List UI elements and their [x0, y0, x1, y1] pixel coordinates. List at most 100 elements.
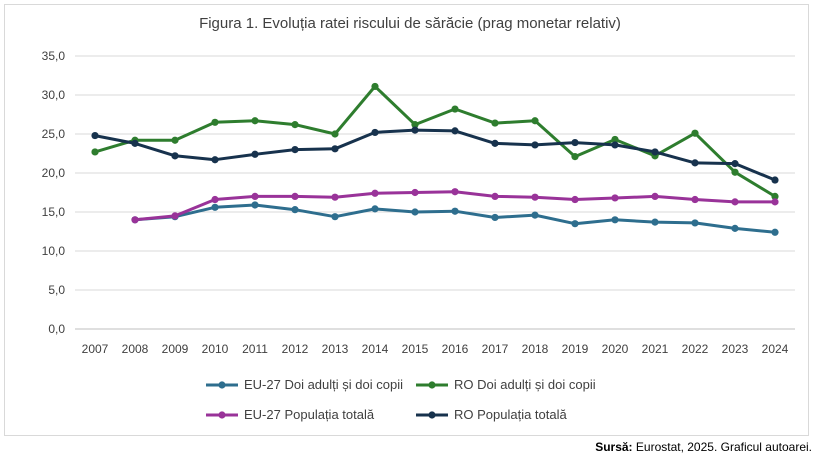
x-tick-label: 2018: [522, 342, 549, 356]
x-tick-label: 2022: [682, 342, 709, 356]
data-point: [731, 224, 739, 232]
data-point: [731, 198, 739, 206]
x-tick-label: 2007: [82, 342, 109, 356]
data-point: [251, 150, 259, 158]
data-point: [211, 203, 219, 211]
data-point: [331, 193, 339, 201]
data-point: [411, 126, 419, 134]
data-point: [371, 128, 379, 137]
data-point: [531, 141, 539, 149]
y-axis-tick-labels: 0,0 5,0 10,0 15,0 20,0 25,0 30,0 35,0: [42, 49, 66, 336]
series-line: [94, 128, 776, 182]
data-point: [531, 193, 539, 201]
data-point: [131, 139, 139, 147]
x-axis-tick-labels: 2007 2008 2009 2010 2011 2012 2013 2014 2015 2016…: [82, 342, 789, 356]
legend-swatch-marker: [218, 411, 226, 419]
data-point: [611, 135, 619, 144]
data-point: [291, 121, 299, 129]
x-tick-label: 2021: [642, 342, 669, 356]
x-tick-label: 2023: [722, 342, 749, 356]
data-point: [611, 194, 619, 202]
data-point: [131, 216, 139, 224]
data-point: [331, 213, 339, 221]
data-point: [531, 211, 539, 219]
source-text: Eurostat, 2025. Graficul autoarei.: [632, 440, 812, 454]
data-point: [571, 153, 579, 161]
data-point: [491, 139, 499, 147]
data-point: [571, 220, 579, 228]
data-point: [331, 130, 339, 138]
data-point: [291, 206, 299, 214]
x-tick-label: 2014: [362, 342, 389, 356]
legend-label: EU-27 Populația totală: [244, 407, 375, 422]
y-tick-label: 35,0: [42, 49, 66, 63]
series-1: [91, 82, 779, 200]
y-tick-label: 10,0: [42, 244, 66, 258]
data-point: [211, 156, 219, 164]
data-point: [251, 192, 259, 200]
legend-swatch-marker: [428, 411, 436, 419]
data-point: [451, 105, 459, 113]
series-0: [131, 201, 779, 236]
y-tick-label: 0,0: [48, 322, 65, 336]
y-tick-label: 30,0: [42, 88, 66, 102]
data-point: [371, 82, 379, 91]
x-tick-label: 2020: [602, 342, 629, 356]
x-tick-label: 2024: [762, 342, 789, 356]
data-point: [331, 145, 339, 153]
data-point: [771, 198, 779, 206]
x-tick-label: 2013: [322, 342, 349, 356]
legend-label: RO Populația totală: [454, 407, 568, 422]
legend-swatch-marker: [218, 381, 226, 389]
data-point: [451, 127, 459, 135]
x-tick-label: 2019: [562, 342, 589, 356]
data-point: [571, 138, 579, 147]
data-point: [691, 195, 699, 204]
data-point: [731, 160, 739, 168]
data-point: [171, 152, 179, 160]
x-tick-label: 2009: [162, 342, 189, 356]
y-tick-label: 5,0: [48, 283, 65, 297]
data-point: [91, 131, 99, 140]
data-point: [651, 148, 659, 156]
chart-title: Figura 1. Evoluția ratei riscului de săr…: [199, 15, 621, 32]
data-point: [171, 212, 179, 220]
data-point: [411, 121, 419, 129]
x-tick-label: 2010: [202, 342, 229, 356]
legend-swatch-marker: [428, 381, 436, 389]
data-point: [771, 228, 779, 236]
legend-label: RO Doi adulți și doi copii: [454, 377, 596, 392]
series-lines: [91, 82, 779, 236]
x-tick-label: 2008: [122, 342, 149, 356]
series-3: [91, 126, 779, 184]
data-point: [411, 208, 419, 216]
data-point: [531, 117, 539, 125]
data-point: [771, 176, 779, 184]
data-point: [691, 159, 699, 167]
legend-item: RO Doi adulți și doi copii: [416, 377, 596, 392]
data-point: [291, 146, 299, 154]
data-point: [211, 118, 219, 126]
data-point: [611, 216, 619, 224]
legend: EU-27 Doi adulți și doi copii RO Doi adul…: [206, 377, 596, 422]
source-label: Sursă:: [595, 440, 633, 454]
data-point: [691, 129, 699, 137]
data-point: [411, 188, 419, 197]
legend-item: EU-27 Doi adulți și doi copii: [206, 377, 403, 392]
data-point: [651, 218, 659, 226]
legend-item: EU-27 Populația totală: [206, 407, 375, 422]
data-point: [251, 201, 259, 209]
line-chart: Figura 1. Evoluția ratei riscului de săr…: [42, 15, 795, 422]
data-point: [491, 213, 499, 222]
data-point: [611, 141, 619, 149]
y-tick-label: 25,0: [42, 127, 66, 141]
data-point: [451, 207, 459, 215]
x-tick-label: 2016: [442, 342, 469, 356]
x-tick-label: 2015: [402, 342, 429, 356]
y-tick-label: 20,0: [42, 166, 66, 180]
series-line: [94, 84, 776, 198]
chart-frame: [4, 4, 809, 436]
data-point: [291, 192, 299, 200]
x-tick-label: 2011: [242, 342, 268, 356]
data-point: [651, 192, 659, 200]
